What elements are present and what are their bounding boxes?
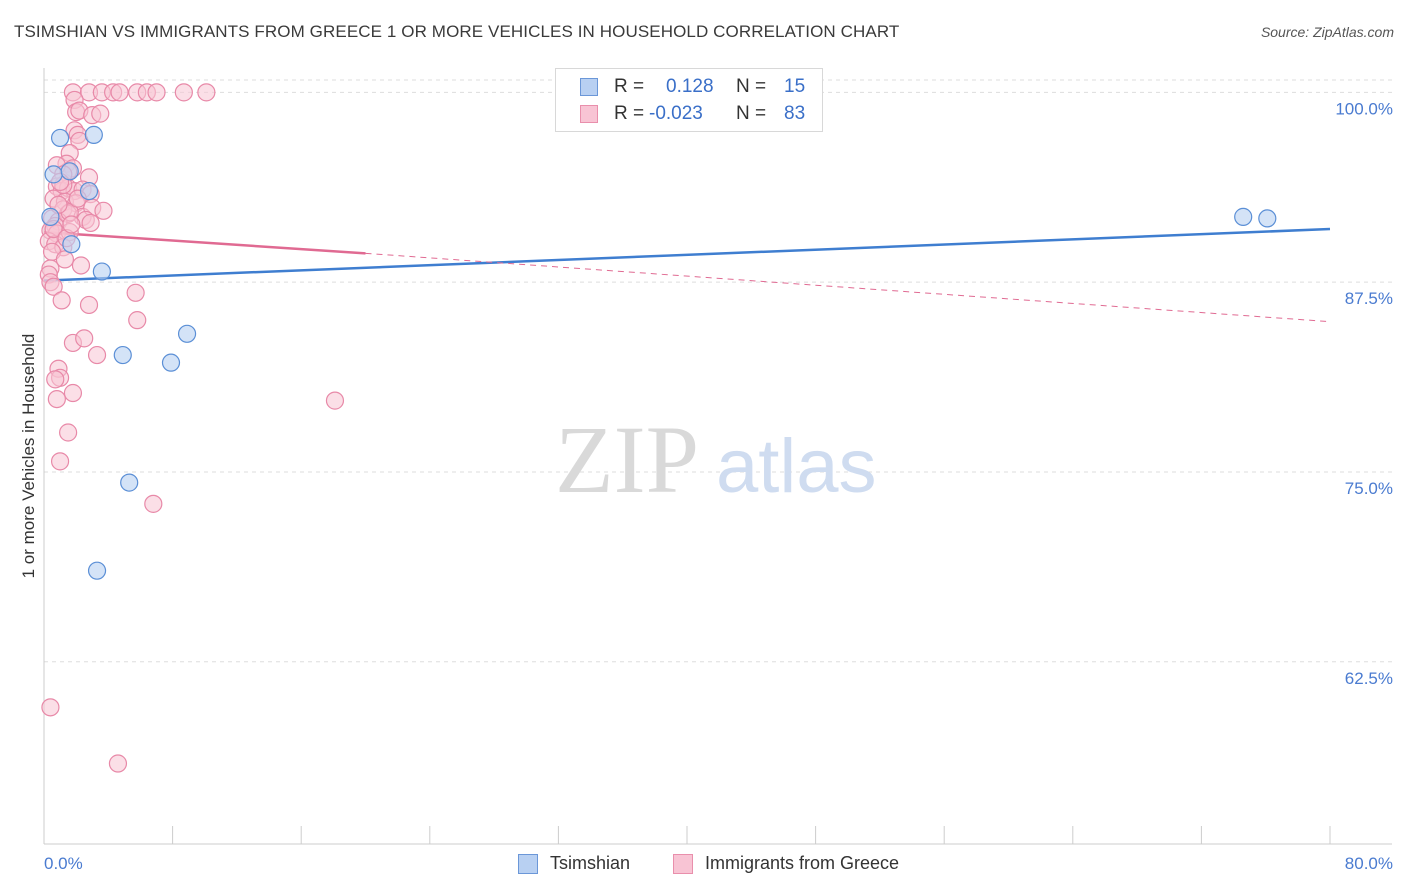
legend-swatch-pink (580, 105, 598, 123)
x-tick-label-min: 0.0% (44, 854, 83, 873)
data-point-greece (41, 698, 60, 717)
data-point-greece (46, 370, 65, 389)
data-point-tsimshian (1258, 209, 1277, 228)
data-point-tsimshian (60, 162, 79, 181)
data-point-tsimshian (120, 473, 139, 492)
data-point-greece (126, 283, 145, 302)
legend-r-label: R = (614, 76, 645, 97)
legend-r-label: R = (614, 103, 645, 124)
tick-labels: 62.5% 75.0% 87.5% 100.0% 0.0% 80.0% (44, 99, 1393, 873)
watermark-atlas: atlas (716, 424, 877, 509)
data-point-greece (94, 201, 113, 220)
data-point-tsimshian (113, 345, 132, 365)
y-tick-label: 75.0% (1345, 479, 1393, 498)
data-point-greece (59, 423, 78, 442)
legend-n-label: N = (736, 103, 767, 124)
y-axis-label: 1 or more Vehicles in Household (19, 334, 38, 579)
trend-line-greece (43, 230, 366, 255)
chart-source: Source: ZipAtlas.com (1260, 24, 1394, 40)
grid-lines (44, 79, 1392, 663)
data-point-greece (47, 389, 66, 409)
bottom-legend-label: Immigrants from Greece (705, 853, 900, 873)
bottom-legend-swatch-pink (673, 854, 693, 874)
data-point-tsimshian (161, 353, 181, 372)
data-point-greece (75, 329, 94, 348)
trend-line-greece-extension (365, 252, 1331, 323)
data-point-greece (91, 104, 110, 123)
watermark-zip: ZIP (555, 406, 699, 513)
data-point-greece (325, 391, 345, 410)
legend-n-value: 15 (784, 76, 806, 97)
series-immigrants-from-greece (39, 83, 345, 773)
bottom-legend-label: Tsimshian (550, 853, 631, 873)
legend-row-tsimshian: R = 0.128 N = 15 (556, 74, 822, 100)
data-point-greece (71, 256, 91, 275)
data-point-greece (55, 250, 74, 269)
legend-r-value: 0.128 (666, 76, 714, 97)
data-point-greece (44, 277, 63, 296)
data-point-greece (174, 83, 193, 102)
chart-title: TSIMSHIAN VS IMMIGRANTS FROM GREECE 1 OR… (14, 22, 900, 41)
legend-r-value: -0.023 (649, 103, 703, 124)
data-point-greece (110, 83, 129, 102)
trend-lines (43, 227, 1331, 323)
stats-legend: R = 0.128 N = 15 R = -0.023 N = 83 (555, 68, 823, 132)
data-point-greece (50, 452, 70, 471)
bottom-legend-swatch-blue (518, 854, 538, 874)
data-point-greece (128, 311, 147, 330)
legend-row-greece: R = -0.023 N = 83 (556, 101, 822, 127)
data-point-tsimshian (62, 235, 81, 254)
data-point-tsimshian (44, 165, 63, 184)
data-point-greece (52, 291, 71, 310)
y-tick-label: 62.5% (1345, 669, 1393, 688)
data-point-greece (79, 295, 99, 315)
data-point-tsimshian (79, 181, 99, 201)
data-point-greece (147, 83, 166, 102)
data-point-tsimshian (41, 207, 60, 226)
data-point-greece (81, 213, 100, 233)
data-point-greece (144, 494, 163, 513)
axes (43, 68, 1392, 845)
data-point-greece (87, 345, 107, 365)
data-point-greece (62, 215, 81, 234)
data-point-tsimshian (1234, 207, 1253, 226)
data-point-greece (63, 383, 83, 403)
data-point-tsimshian (50, 128, 70, 148)
watermark: ZIP atlas (555, 406, 877, 513)
data-point-tsimshian (92, 262, 111, 281)
data-point-tsimshian (84, 125, 103, 144)
data-point-tsimshian (177, 324, 197, 343)
data-point-greece (108, 754, 128, 773)
series-tsimshian (41, 125, 1277, 580)
legend-n-value: 83 (784, 103, 806, 124)
data-point-greece (197, 83, 216, 102)
y-tick-label: 87.5% (1345, 289, 1393, 308)
x-tick-label-max: 80.0% (1345, 854, 1393, 873)
legend-n-label: N = (736, 76, 767, 97)
trend-line-tsimshian (43, 227, 1331, 282)
y-tick-label: 100.0% (1335, 99, 1393, 118)
legend-swatch-blue (580, 78, 598, 96)
data-point-tsimshian (87, 561, 107, 580)
